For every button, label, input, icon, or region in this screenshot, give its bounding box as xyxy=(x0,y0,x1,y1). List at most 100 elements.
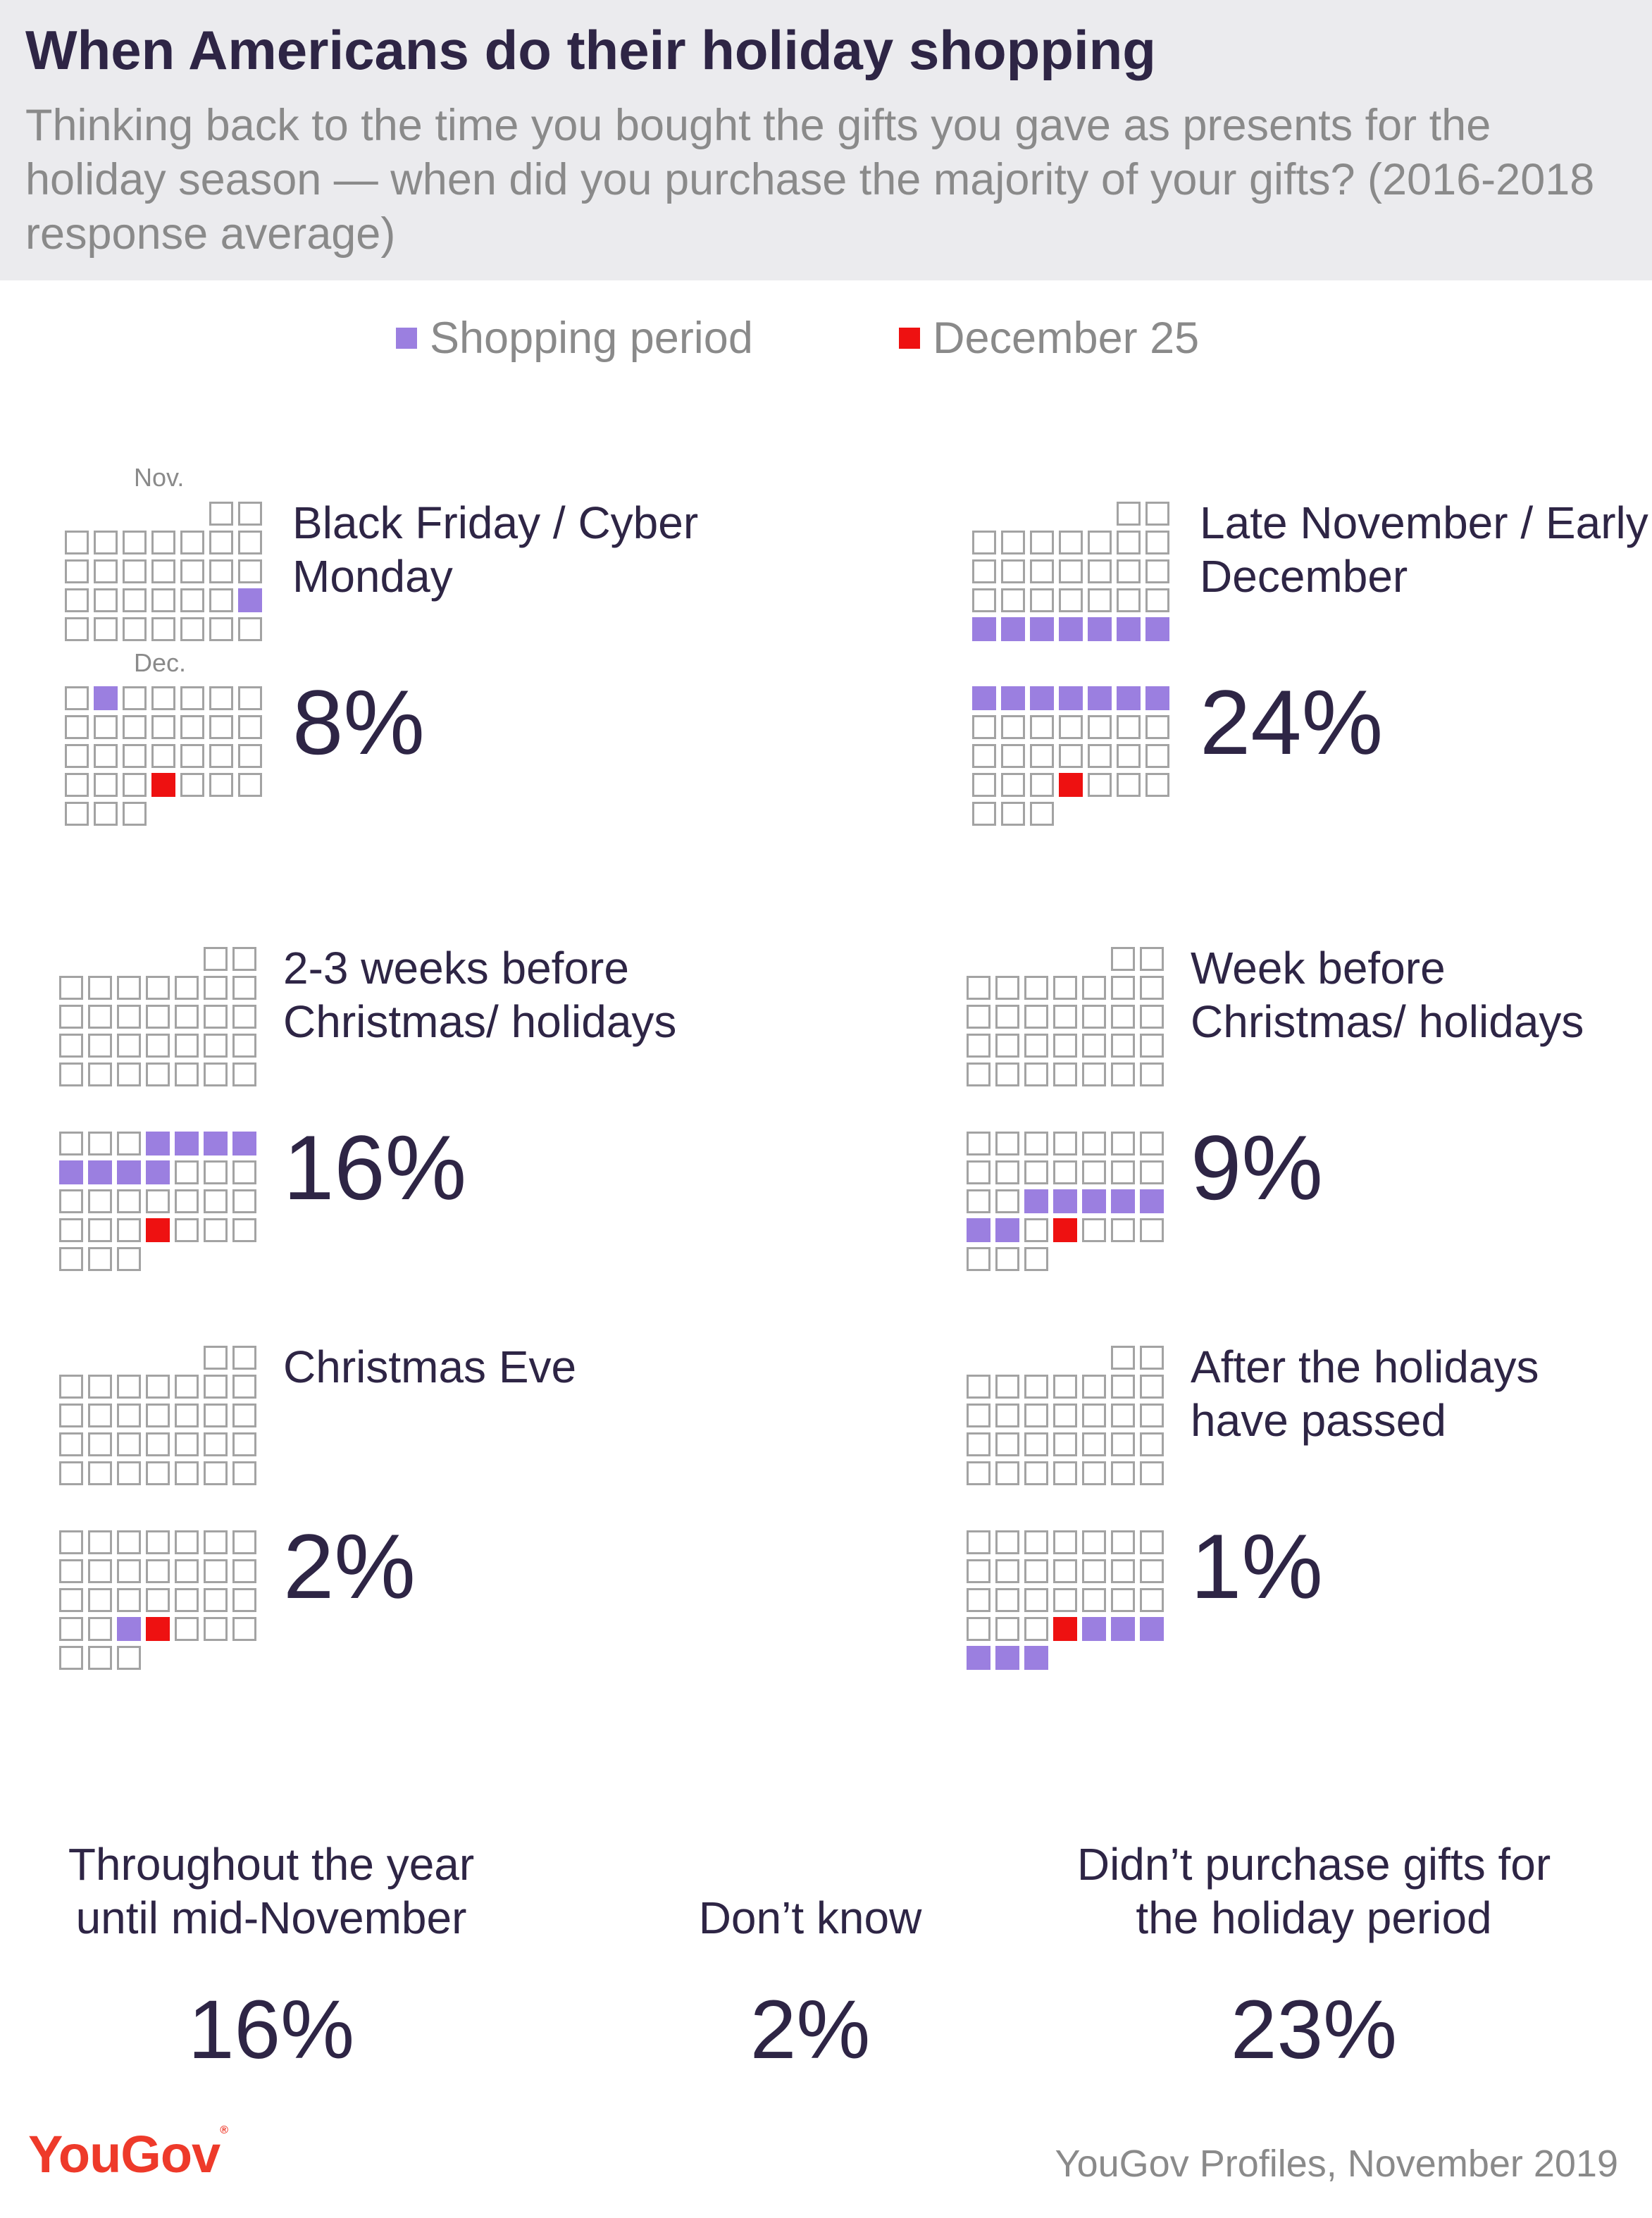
dec-day-1 xyxy=(59,1132,83,1156)
nov-day-16 xyxy=(232,1404,256,1427)
dec-day-24 xyxy=(1024,1218,1048,1242)
nov-day-3 xyxy=(65,531,89,554)
yougov-logo: YouGov® xyxy=(28,2124,228,2183)
dec-day-28 xyxy=(232,1218,256,1242)
dec-day-23 xyxy=(88,1617,112,1641)
nov-day-12 xyxy=(1024,1404,1048,1427)
source-note: YouGov Profiles, November 2019 xyxy=(1055,2143,1618,2185)
nov-day-5 xyxy=(1024,976,1048,1000)
nov-day-4 xyxy=(1001,531,1025,554)
dec-day-14 xyxy=(232,1160,256,1184)
dec-day-1-shopping xyxy=(972,686,996,710)
nov-day-19 xyxy=(123,588,147,612)
dec-day-27 xyxy=(204,1617,228,1641)
dec-day-8 xyxy=(967,1160,990,1184)
nov-day-24 xyxy=(967,1062,990,1086)
nov-day-2 xyxy=(232,1346,256,1370)
dec-25-cell xyxy=(146,1218,170,1242)
nov-day-17 xyxy=(967,1034,990,1058)
stat-label: Didn’t purchase gifts for the holiday pe… xyxy=(1076,1839,1551,1943)
panel-label: Christmas Eve xyxy=(283,1342,577,1392)
nov-day-7 xyxy=(175,976,199,1000)
nov-day-16 xyxy=(1140,1005,1164,1029)
dec-day-3 xyxy=(1024,1530,1048,1554)
panel-label: After the holidays have passed xyxy=(1191,1342,1539,1446)
panel-value: 9% xyxy=(1191,1116,1323,1219)
dec-day-19-shopping xyxy=(1082,1189,1106,1213)
nov-day-14 xyxy=(1082,1404,1106,1427)
nov-day-23 xyxy=(1140,1034,1164,1058)
nov-day-23 xyxy=(1145,588,1169,612)
nov-day-7 xyxy=(1082,976,1106,1000)
legend-shopping-period: Shopping period xyxy=(396,310,753,366)
nov-day-19 xyxy=(117,1034,141,1058)
dec-day-8-shopping xyxy=(59,1160,83,1184)
dec-day-29 xyxy=(59,1247,83,1271)
dec-day-24 xyxy=(1030,773,1054,797)
nov-day-21 xyxy=(1082,1034,1106,1058)
nov-day-5 xyxy=(123,531,147,554)
dec-25-cell xyxy=(1059,773,1083,797)
stat-value: 2% xyxy=(750,1983,871,2076)
nov-day-25 xyxy=(88,1461,112,1485)
nov-day-16 xyxy=(238,559,262,583)
dec-day-27 xyxy=(1111,1218,1135,1242)
nov-day-20 xyxy=(1053,1034,1077,1058)
dec-day-3 xyxy=(117,1132,141,1156)
dec-day-18 xyxy=(1053,1588,1077,1612)
nov-day-4 xyxy=(88,976,112,1000)
dec-day-15 xyxy=(65,744,89,768)
dec-day-31-shopping xyxy=(1024,1646,1048,1670)
dec-day-10 xyxy=(123,715,147,739)
nov-day-13 xyxy=(146,1404,170,1427)
dec-day-22 xyxy=(59,1617,83,1641)
dec-day-7 xyxy=(1140,1132,1164,1156)
dec-day-9 xyxy=(995,1160,1019,1184)
dec-day-8 xyxy=(65,715,89,739)
nov-day-9 xyxy=(232,1375,256,1399)
nov-day-13 xyxy=(146,1005,170,1029)
dec-day-26 xyxy=(1088,773,1112,797)
nov-day-10 xyxy=(65,559,89,583)
nov-day-10 xyxy=(972,559,996,583)
nov-day-9 xyxy=(1145,531,1169,554)
dec-day-7 xyxy=(1140,1530,1164,1554)
dec-25-cell xyxy=(1053,1617,1077,1641)
calendar-grid: Nov. Dec. xyxy=(65,463,262,826)
nov-day-18 xyxy=(1001,588,1025,612)
nov-day-30-shopping xyxy=(1145,617,1169,641)
nov-day-25 xyxy=(995,1062,1019,1086)
nov-day-27 xyxy=(151,617,175,641)
nov-day-8 xyxy=(1111,976,1135,1000)
nov-day-30 xyxy=(1140,1461,1164,1485)
calendar-grid xyxy=(967,947,1164,1271)
dec-day-16 xyxy=(88,1588,112,1612)
dec-day-31 xyxy=(117,1646,141,1670)
dec-day-17 xyxy=(117,1588,141,1612)
dec-day-9 xyxy=(94,715,118,739)
dec-day-11 xyxy=(1053,1559,1077,1583)
panel-label: Week before Christmas/ holidays xyxy=(1191,943,1584,1047)
nov-day-9 xyxy=(1140,1375,1164,1399)
dec-day-21 xyxy=(232,1588,256,1612)
panel-christmas-eve: Christmas Eve 2% xyxy=(58,1302,847,1697)
dec-day-28 xyxy=(1145,773,1169,797)
nov-day-1 xyxy=(204,947,228,971)
nov-day-25-shopping xyxy=(1001,617,1025,641)
dec-day-29-shopping xyxy=(967,1646,990,1670)
dec-day-12 xyxy=(180,715,204,739)
panel-value: 16% xyxy=(283,1116,467,1219)
nov-day-15 xyxy=(1111,1005,1135,1029)
dec-day-18 xyxy=(1059,744,1083,768)
nov-day-8 xyxy=(1117,531,1141,554)
nov-day-4 xyxy=(94,531,118,554)
dec-day-23 xyxy=(94,773,118,797)
dec-day-30-shopping xyxy=(995,1646,1019,1670)
nov-day-18 xyxy=(88,1034,112,1058)
dec-day-10 xyxy=(1024,1559,1048,1583)
nov-day-3 xyxy=(972,531,996,554)
dec-day-10 xyxy=(1030,715,1054,739)
nov-day-1 xyxy=(1111,947,1135,971)
dec-day-4 xyxy=(1053,1132,1077,1156)
dec-day-21 xyxy=(238,744,262,768)
